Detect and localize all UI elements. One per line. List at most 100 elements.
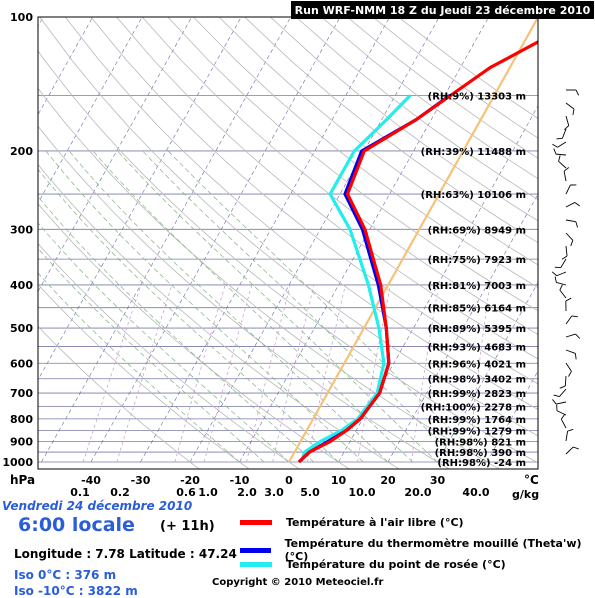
pressure-tick-label: 500 <box>10 322 33 335</box>
wind-barb <box>560 290 566 298</box>
dry-adiabat-line <box>0 17 403 471</box>
forecast-time: 6:00 locale <box>18 514 135 536</box>
moist-adiabat-line <box>24 151 339 462</box>
mixing-ratio-tick-label: 10.0 <box>348 486 375 499</box>
level-label: (RH:96%) 4021 m <box>428 359 526 370</box>
level-label: (RH:81%) 7003 m <box>428 281 526 292</box>
wind-barb-feather <box>552 272 557 276</box>
wind-barb <box>566 431 568 441</box>
wind-barb-feather <box>554 149 556 155</box>
wind-barb-feather <box>568 429 574 431</box>
wind-barb <box>561 259 566 268</box>
mixing-ratio-unit-label: g/kg <box>512 488 539 501</box>
mixing-ratio-tick-label: 2.0 <box>237 486 257 499</box>
wind-barb <box>559 389 566 397</box>
coordinates: Longitude : 7.78 Latitude : 47.24 <box>14 547 237 561</box>
wind-barb <box>558 142 566 147</box>
wind-barb <box>556 154 566 155</box>
wind-barb-feather <box>562 256 567 259</box>
level-label: (RH:89%) 5395 m <box>428 324 526 335</box>
legend-swatch-wetbulb <box>240 548 271 553</box>
iso-zero-level: Iso 0°C : 376 m <box>14 568 116 582</box>
legend-swatch-dewpoint <box>240 562 272 567</box>
level-label: (RH:99%) 1279 m <box>428 427 526 438</box>
dewpoint-profile <box>301 95 410 462</box>
wind-barb <box>566 116 569 126</box>
pressure-tick-label: 700 <box>10 387 33 400</box>
wind-barb <box>566 185 570 194</box>
wind-barb-feather <box>554 395 560 396</box>
dry-adiabat-line <box>0 17 303 471</box>
temperature-tick-label: 30 <box>430 474 446 487</box>
level-label: (RH:98%) -24 m <box>437 458 526 469</box>
level-label: (RH:99%) 2823 m <box>428 389 526 400</box>
pressure-tick-label: 600 <box>10 357 33 370</box>
level-label: (RH:75%) 7923 m <box>428 255 526 266</box>
pressure-unit-label: hPa <box>10 473 35 487</box>
level-label: (RH:93%) 4683 m <box>428 342 526 353</box>
wind-barb <box>566 363 571 371</box>
run-title: Run WRF-NMM 18 Z du Jeudi 23 décembre 20… <box>291 1 594 19</box>
pressure-tick-label: 900 <box>10 436 33 449</box>
copyright: Copyright © 2010 Meteociel.fr <box>212 577 383 588</box>
wind-barb-feather <box>575 353 576 359</box>
legend-item-dewpoint: Température du point de rosée (°C) <box>240 558 506 571</box>
wind-barb-feather <box>561 414 564 419</box>
wind-barb-feather <box>576 334 580 338</box>
dry-adiabat-line <box>0 17 453 471</box>
wind-barb <box>566 103 574 109</box>
wind-barb <box>566 334 576 337</box>
pressure-tick-label: 400 <box>10 279 33 292</box>
level-label: (RH:100%) 2278 m <box>421 402 526 413</box>
isotherm-line <box>91 17 340 462</box>
wind-barb <box>566 447 573 454</box>
wind-barb <box>565 376 566 386</box>
mixing-ratio-tick-label: 0.2 <box>110 486 130 499</box>
moist-adiabat-line <box>118 151 438 462</box>
wind-barb <box>566 350 575 353</box>
temperature-unit-label: °C <box>524 473 539 487</box>
pressure-tick-label: 100 <box>10 11 33 24</box>
wind-barb-feather <box>576 222 578 228</box>
mixing-ratio-line <box>204 285 252 462</box>
isotherm-line <box>42 17 291 462</box>
temperature-tick-label: 10 <box>331 474 347 487</box>
pressure-tick-label: 800 <box>10 413 33 426</box>
mixing-ratio-tick-label: 5.0 <box>300 486 320 499</box>
wind-barb-feather <box>564 126 568 130</box>
mixing-ratio-tick-label: 0.1 <box>70 486 90 499</box>
level-label: (RH:99%) 1764 m <box>428 415 526 426</box>
temperature-tick-label: 20 <box>380 474 396 487</box>
wind-barb-feather <box>566 298 571 301</box>
wind-barb <box>556 282 566 285</box>
wind-barb-feather <box>560 386 566 388</box>
wind-barb-feather <box>568 371 571 376</box>
moist-adiabat-line <box>143 151 463 462</box>
wind-barb-feather <box>552 144 557 147</box>
mixing-ratio-tick-label: 40.0 <box>462 486 489 499</box>
wind-barb <box>556 402 566 404</box>
wind-barb-feather <box>556 138 562 139</box>
wind-barb <box>559 161 566 168</box>
temperature-tick-label: -30 <box>131 474 151 487</box>
wind-barb <box>564 171 566 181</box>
level-label: (RH:63%) 10106 m <box>421 190 526 201</box>
pressure-tick-label: 1000 <box>2 456 33 469</box>
legend-item-temperature: Température à l'air libre (°C) <box>240 516 464 529</box>
level-label: (RH:98%) 3402 m <box>428 375 526 386</box>
wind-barb <box>566 316 572 324</box>
legend-label-dewpoint: Température du point de rosée (°C) <box>286 558 506 571</box>
wind-barb <box>562 129 566 138</box>
wind-barb <box>566 246 567 256</box>
level-label: (RH:85%) 6164 m <box>428 304 526 315</box>
pressure-tick-label: 300 <box>10 223 33 236</box>
dry-adiabat-line <box>168 17 595 471</box>
legend-label-temperature: Température à l'air libre (°C) <box>286 516 464 529</box>
mixing-ratio-line <box>117 285 172 462</box>
mixing-ratio-tick-label: 0.6 <box>176 486 196 499</box>
skewt-chart: 1002003004005006007008009001000-40-30-20… <box>0 0 595 500</box>
wind-barb-feather <box>575 202 580 206</box>
wind-barb <box>566 220 576 222</box>
temperature-tick-label: 0 <box>285 474 293 487</box>
wind-barb-feather <box>576 90 579 95</box>
